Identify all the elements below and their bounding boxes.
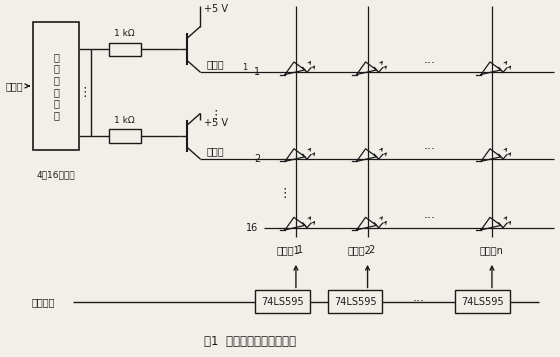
Text: ⋮: ⋮ [209, 109, 222, 122]
Text: ···: ··· [423, 57, 435, 70]
Text: ···: ··· [413, 295, 425, 308]
Text: 图1  显示板行、列驱动电路: 图1 显示板行、列驱动电路 [204, 335, 296, 348]
Text: 1 kΩ: 1 kΩ [114, 116, 135, 125]
Text: 行信号: 行信号 [207, 146, 224, 156]
Text: 行信号: 行信号 [207, 59, 224, 69]
Text: 列信号n: 列信号n [480, 246, 504, 256]
Text: 74LS595: 74LS595 [261, 297, 304, 307]
Text: 2: 2 [368, 246, 375, 256]
Text: ⋮: ⋮ [79, 86, 91, 99]
Text: 行地址: 行地址 [6, 81, 23, 91]
Text: 串行数据: 串行数据 [31, 297, 55, 307]
Bar [328, 291, 382, 313]
Text: 列信号1: 列信号1 [276, 246, 300, 256]
Text: 74LS595: 74LS595 [461, 297, 504, 307]
Text: 1 kΩ: 1 kΩ [114, 29, 135, 38]
Text: 16: 16 [246, 223, 258, 233]
Text: 1: 1 [297, 246, 303, 256]
Text: 2: 2 [254, 154, 260, 164]
Bar [109, 129, 141, 143]
Text: +5 V: +5 V [204, 4, 228, 14]
Bar [255, 291, 310, 313]
Text: 译
码
驱
动
电
路: 译 码 驱 动 电 路 [53, 52, 59, 120]
Text: ···: ··· [423, 212, 435, 225]
Bar [33, 22, 79, 150]
Text: ···: ··· [423, 144, 435, 156]
Text: 1: 1 [254, 67, 260, 77]
Bar [455, 291, 510, 313]
Text: 4～16线译码: 4～16线译码 [37, 171, 76, 180]
Bar [109, 42, 141, 56]
Text: +5 V: +5 V [204, 118, 228, 128]
Text: 列信号2: 列信号2 [348, 246, 371, 256]
Text: 74LS595: 74LS595 [334, 297, 376, 307]
Text: 1: 1 [242, 63, 248, 72]
Text: ⋮: ⋮ [279, 187, 291, 200]
